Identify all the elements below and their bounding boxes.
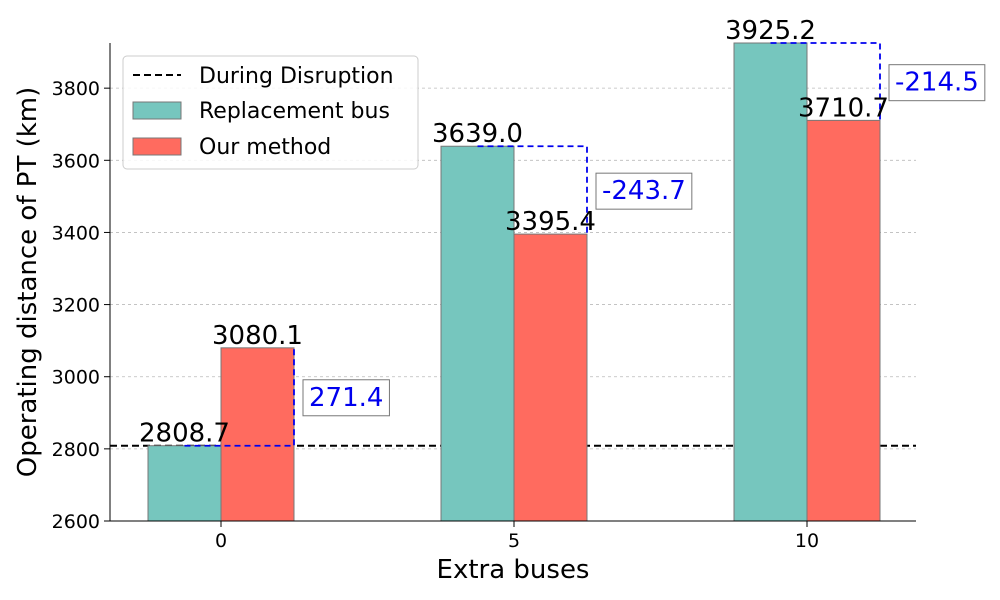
bar-value-label: 3080.1 xyxy=(212,321,303,351)
bar-our-method xyxy=(220,347,295,522)
legend-box xyxy=(122,55,419,170)
bar-replacement-bus xyxy=(147,445,222,522)
difference-annotations: 271.4 -243.7 -214.5 xyxy=(184,42,986,447)
legend-label-our-method: Our method xyxy=(199,135,331,160)
difference-label-box xyxy=(888,64,986,102)
difference-label-box xyxy=(302,379,390,417)
legend-label-replacement-bus: Replacement bus xyxy=(199,99,390,124)
difference-label: -214.5 xyxy=(895,68,979,98)
legend-swatch-replacement-bus xyxy=(132,101,182,120)
bar-replacement-bus xyxy=(733,42,808,522)
axes: 2600 2800 3000 3200 3400 3600 3800 0 5 10 xyxy=(52,43,916,552)
x-tick-label: 0 xyxy=(215,530,227,552)
legend-label-during-disruption: During Disruption xyxy=(199,64,394,89)
bar-value-label: 3710.7 xyxy=(798,93,889,123)
bar-value-label: 3395.4 xyxy=(505,207,596,237)
y-tick-label: 3000 xyxy=(52,367,100,389)
bar-value-label: 3925.2 xyxy=(725,16,816,46)
y-tick-label: 3600 xyxy=(52,150,100,172)
difference-bracket xyxy=(184,347,295,447)
x-axis-title: Extra buses xyxy=(437,555,590,585)
legend: During Disruption Replacement bus Our me… xyxy=(122,55,419,170)
y-tick-label: 3400 xyxy=(52,222,100,244)
x-tick-label: 5 xyxy=(508,530,520,552)
bar-value-label: 2808.7 xyxy=(139,419,230,449)
y-axis-title: Operating distance of PT (km) xyxy=(13,87,43,478)
y-tick-label: 3800 xyxy=(52,78,100,100)
bar-replacement-bus xyxy=(440,145,515,522)
difference-label: 271.4 xyxy=(309,383,383,413)
bar-labels: 2808.7 3639.0 3925.2 3080.1 3395.4 3710.7 xyxy=(139,16,889,449)
bar-our-method xyxy=(513,233,588,522)
bar-value-label: 3639.0 xyxy=(432,119,523,149)
y-tick-label: 2600 xyxy=(52,511,100,533)
x-tick-label: 10 xyxy=(795,530,819,552)
y-tick-label: 3200 xyxy=(52,295,100,317)
difference-label-box xyxy=(595,172,693,210)
legend-swatch-our-method xyxy=(132,137,182,156)
difference-label: -243.7 xyxy=(602,176,686,206)
y-tick-label: 2800 xyxy=(52,439,100,461)
bar-our-method xyxy=(806,119,881,522)
difference-bracket xyxy=(770,42,881,121)
